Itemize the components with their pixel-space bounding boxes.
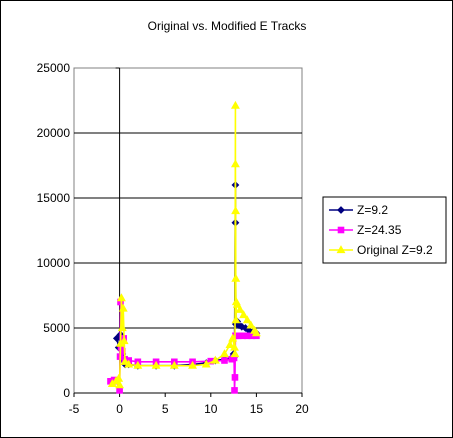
data-point bbox=[225, 340, 235, 348]
chart-title: Original vs. Modified E Tracks bbox=[148, 19, 307, 33]
data-point bbox=[112, 334, 121, 343]
data-point bbox=[231, 374, 239, 381]
plot-area bbox=[73, 67, 303, 394]
data-point bbox=[231, 315, 241, 324]
x-tick-label: 0 bbox=[116, 402, 123, 416]
y-tick-label: 25000 bbox=[37, 61, 71, 75]
data-point bbox=[118, 303, 128, 312]
data-point bbox=[220, 349, 229, 358]
x-tick-label: -5 bbox=[69, 402, 80, 416]
legend-item: Z=24.35 bbox=[329, 223, 402, 237]
legend: Z=9.2 Z=24.35 Original Z=9.2 bbox=[322, 196, 447, 264]
data-point bbox=[115, 380, 125, 389]
data-point bbox=[230, 100, 240, 109]
data-point bbox=[246, 320, 256, 329]
x-tick-label: 5 bbox=[162, 402, 169, 416]
data-point bbox=[239, 310, 249, 319]
data-point bbox=[201, 359, 211, 368]
data-point bbox=[116, 293, 126, 302]
y-tick-label: 20000 bbox=[37, 126, 71, 140]
data-point bbox=[210, 355, 220, 364]
data-point bbox=[124, 359, 134, 368]
legend-swatch-marker bbox=[337, 206, 345, 214]
data-point bbox=[231, 206, 241, 215]
grid-lines bbox=[74, 132, 302, 329]
x-tick-label: 15 bbox=[250, 402, 264, 416]
data-point bbox=[119, 336, 129, 345]
y-tick-label: 5000 bbox=[43, 321, 70, 335]
y-tick-label: 10000 bbox=[37, 256, 71, 270]
legend-label: Original Z=9.2 bbox=[357, 243, 433, 257]
data-point bbox=[221, 357, 228, 364]
data-point bbox=[116, 387, 123, 394]
data-point bbox=[120, 356, 130, 365]
data-point bbox=[231, 273, 241, 282]
legend-label: Z=24.35 bbox=[357, 223, 402, 237]
data-point bbox=[235, 304, 245, 313]
data-point bbox=[133, 360, 143, 369]
series-layer bbox=[107, 100, 261, 394]
data-point bbox=[228, 333, 238, 342]
legend-item: Z=9.2 bbox=[329, 203, 388, 217]
x-tick-label: 10 bbox=[204, 402, 218, 416]
y-tick-label: 0 bbox=[63, 386, 70, 400]
series-2 bbox=[107, 298, 260, 394]
data-point bbox=[151, 360, 161, 369]
data-point bbox=[230, 349, 240, 358]
data-point bbox=[188, 360, 198, 369]
legend-swatch-marker bbox=[336, 245, 346, 254]
data-point bbox=[169, 360, 179, 369]
legend-label: Z=9.2 bbox=[357, 203, 388, 217]
data-point bbox=[232, 299, 242, 308]
series-3 bbox=[107, 100, 261, 389]
data-point bbox=[242, 315, 252, 324]
data-point bbox=[117, 323, 127, 332]
data-point bbox=[231, 387, 238, 394]
legend-item: Original Z=9.2 bbox=[329, 243, 433, 257]
axes: 0 5000 10000 15000 20000 25000 -5 0 5 10 15 20 bbox=[37, 61, 309, 416]
y-tick-label: 15000 bbox=[37, 191, 71, 205]
data-point bbox=[230, 159, 240, 168]
x-tick-label: 20 bbox=[295, 402, 309, 416]
data-point bbox=[114, 373, 124, 382]
legend-swatch-marker bbox=[337, 226, 345, 234]
data-point bbox=[251, 328, 261, 337]
